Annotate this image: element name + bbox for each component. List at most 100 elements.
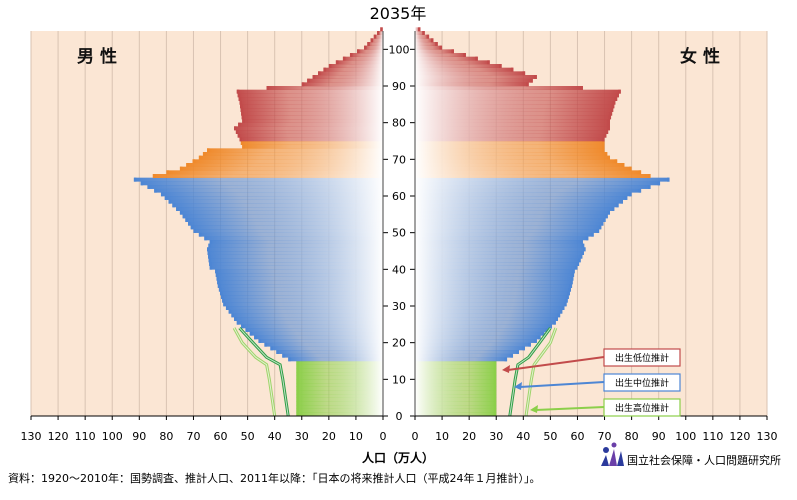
male-bar [172, 203, 383, 208]
male-bar-edge [147, 185, 150, 189]
female-bar-edge [493, 390, 497, 395]
male-bar-edge [217, 284, 221, 288]
female-bar-edge [603, 218, 606, 222]
male-bar-edge [367, 42, 370, 46]
female-bar [415, 262, 580, 266]
female-bar [415, 251, 584, 255]
female-bar-edge [621, 163, 625, 167]
x-tick-label: 130 [21, 430, 42, 443]
male-bar-edge [307, 78, 310, 83]
female-bar-edge [602, 148, 605, 153]
male-bar-edge [176, 207, 179, 211]
female-bar [415, 291, 570, 296]
x-tick-label: 40 [516, 430, 530, 443]
female-bar-edge [568, 287, 571, 292]
male-bar-edge [188, 221, 191, 226]
female-bar-edge [603, 133, 607, 138]
female-bar [415, 60, 490, 65]
female-bar [415, 141, 605, 145]
female-bar [415, 115, 612, 120]
female-bar-edge [493, 408, 497, 413]
female-bar-edge [422, 31, 425, 35]
male-bar [239, 100, 383, 105]
female-bar-edge [609, 111, 613, 116]
female-bar [415, 258, 581, 263]
female-bar-edge [493, 386, 497, 391]
age-tick-label: 90 [392, 80, 406, 93]
female-bar-edge [602, 144, 605, 149]
male-bar-edge [349, 53, 353, 57]
projection-variant-highlight [239, 327, 289, 417]
female-bar [415, 317, 558, 321]
male-bars [133, 27, 383, 417]
female-bar-edge [607, 210, 610, 215]
female-bar-edge [578, 258, 581, 263]
chart-title: 2035年 [370, 4, 427, 23]
female-bar-edge [528, 342, 531, 347]
x-tick-label: 100 [675, 430, 696, 443]
male-bar [221, 295, 383, 299]
x-tick-label: 130 [757, 430, 778, 443]
male-bar [176, 207, 383, 211]
female-bar [415, 339, 537, 343]
male-bar-edge [166, 170, 169, 175]
male-bar-edge [209, 262, 212, 266]
female-bar [415, 97, 618, 101]
female-bar [415, 368, 497, 373]
male-bar [296, 412, 383, 417]
male-bar [296, 379, 383, 384]
male-bar-edge [364, 45, 367, 50]
male-bar-edge [236, 320, 240, 325]
male-bar-edge [225, 306, 229, 310]
age-tick-label: 80 [392, 117, 406, 130]
female-label: 女 性 [680, 46, 720, 67]
female-bar-edge [516, 350, 519, 354]
female-bar-edge [624, 196, 628, 200]
female-bar [415, 364, 497, 369]
female-bar-edge [493, 397, 497, 402]
male-bar [209, 265, 383, 270]
male-bar-edge [312, 75, 316, 79]
male-bar-edge [296, 401, 299, 406]
female-bar-edge [451, 49, 454, 54]
male-bar [186, 163, 383, 167]
female-bar [415, 324, 553, 329]
male-bar [241, 111, 383, 116]
female-bar [415, 240, 583, 244]
male-bar-edge [208, 258, 212, 263]
male-bar-edge [241, 115, 245, 120]
male-bar-edge [296, 372, 299, 376]
female-bar [415, 229, 600, 233]
male-bar-edge [208, 243, 211, 248]
male-bar [264, 342, 383, 347]
age-tick-label: 60 [392, 190, 406, 203]
female-bar [415, 78, 533, 83]
male-bar-edge [228, 309, 232, 314]
female-bar-edge [493, 379, 497, 384]
male-bar [342, 56, 383, 61]
male-bar [192, 159, 383, 164]
male-bar-edge [240, 108, 244, 112]
female-bar-edge [570, 280, 573, 285]
female-bar [415, 174, 651, 178]
female-bar [415, 166, 632, 171]
female-bar [415, 122, 610, 127]
female-bar [415, 221, 604, 226]
female-bar [415, 302, 567, 307]
male-bar-edge [296, 383, 299, 387]
male-bar [235, 130, 383, 134]
age-tick-label: 30 [392, 300, 406, 313]
female-bar-edge [564, 302, 567, 307]
female-bar-edge [435, 42, 438, 46]
male-bar [154, 188, 383, 193]
x-tick-label: 50 [543, 430, 557, 443]
male-bar-edge [239, 100, 242, 105]
male-bar [237, 93, 383, 98]
male-bar-edge [270, 346, 273, 351]
female-bar [415, 408, 497, 413]
male-bar [218, 287, 383, 292]
male-bar-edge [186, 163, 189, 167]
male-bar [373, 34, 383, 39]
male-bar-edge [234, 126, 237, 131]
male-bar [198, 232, 383, 237]
